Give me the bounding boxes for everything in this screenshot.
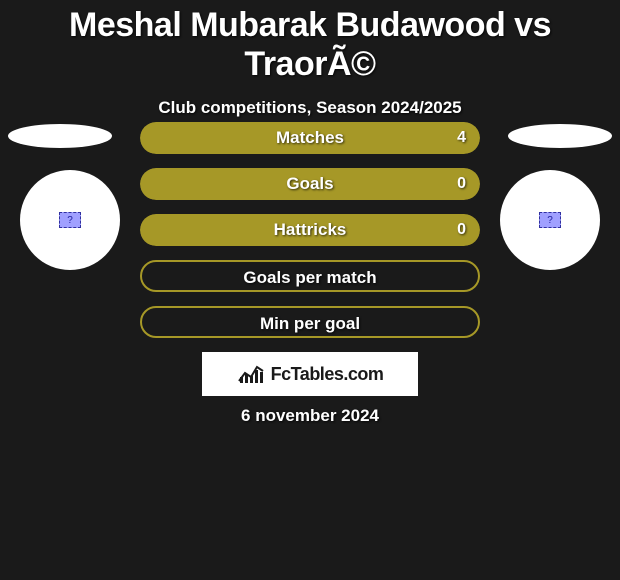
stat-bar: Goals0: [140, 168, 480, 200]
stat-bar-value: 0: [457, 214, 466, 246]
logo-chart-icon: [237, 363, 265, 385]
stat-bar: Goals per match: [140, 260, 480, 292]
stat-bar-value: 0: [457, 168, 466, 200]
subtitle: Club competitions, Season 2024/2025: [0, 98, 620, 118]
stat-bar-label: Goals per match: [142, 262, 478, 292]
player-left-avatar-circle: ?: [20, 170, 120, 270]
logo-text: FcTables.com: [271, 364, 384, 385]
placeholder-icon: ?: [539, 212, 561, 228]
stat-bar: Hattricks0: [140, 214, 480, 246]
player-right-base-ellipse: [508, 124, 612, 148]
stat-bar-label: Goals: [140, 168, 480, 200]
placeholder-icon: ?: [59, 212, 81, 228]
comparison-widget: Meshal Mubarak Budawood vs TraorÃ© Club …: [0, 0, 620, 580]
stat-bar-label: Matches: [140, 122, 480, 154]
stat-bars: Matches4Goals0Hattricks0Goals per matchM…: [140, 122, 480, 352]
stat-bar-label: Min per goal: [142, 308, 478, 338]
player-right-avatar-circle: ?: [500, 170, 600, 270]
stat-bar: Matches4: [140, 122, 480, 154]
stat-bar-label: Hattricks: [140, 214, 480, 246]
stat-bar: Min per goal: [140, 306, 480, 338]
logo-box[interactable]: FcTables.com: [202, 352, 418, 396]
page-title: Meshal Mubarak Budawood vs TraorÃ©: [0, 0, 620, 84]
stat-bar-value: 4: [457, 122, 466, 154]
player-left-base-ellipse: [8, 124, 112, 148]
date-label: 6 november 2024: [0, 406, 620, 426]
